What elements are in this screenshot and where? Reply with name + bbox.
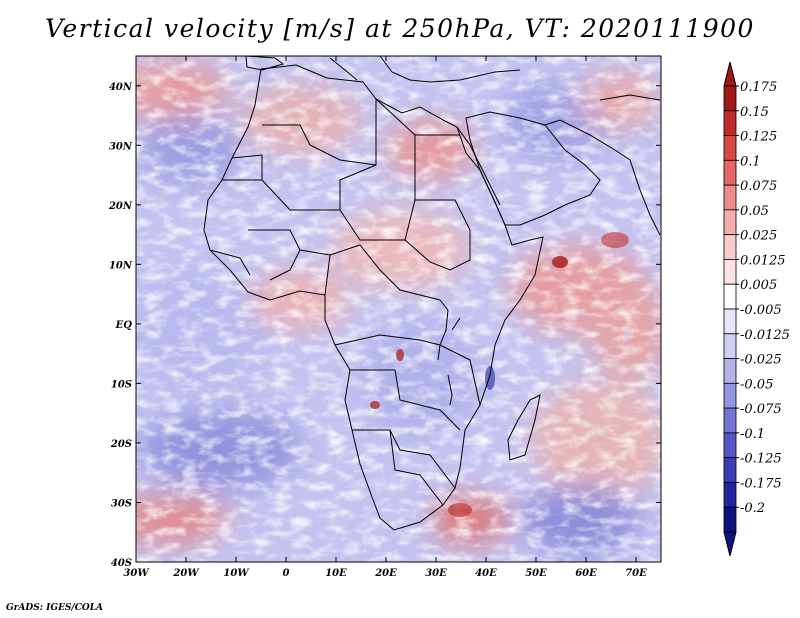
lon-label: 30E [425, 568, 447, 579]
colorbar-label: -0.075 [740, 402, 782, 417]
colorbar-swatch [723, 482, 737, 508]
colorbar-label: 0.075 [740, 179, 777, 194]
coastlines [203, 56, 661, 531]
colorbar: 0.175 0.15 0.125 0.1 0.075 0.05 0.025 0.0125 0.0… [723, 61, 790, 557]
colorbar-label: 0.125 [740, 130, 777, 145]
colorbar-swatch [723, 308, 737, 335]
colorbar-label: -0.175 [740, 476, 782, 491]
colorbar-label: -0.0125 [740, 328, 790, 343]
colorbar-label: 0.05 [740, 204, 769, 219]
lat-label: 20N [108, 201, 133, 212]
colorbar-label: -0.2 [740, 501, 765, 516]
colorbar-swatch [723, 407, 737, 434]
lat-label: 40N [109, 82, 133, 93]
colorbar-label: -0.005 [740, 303, 782, 318]
colorbar-label: 0.175 [740, 80, 777, 95]
colorbar-label: -0.05 [740, 377, 773, 392]
lon-label: 10W [223, 568, 250, 579]
lat-label: 30N [109, 141, 133, 152]
colorbar-label: 0.025 [740, 229, 777, 244]
colorbar-swatch [723, 382, 737, 409]
colorbar-swatch [723, 209, 737, 236]
lon-label: 10E [325, 568, 347, 579]
lat-label: EQ [115, 320, 133, 331]
colorbar-swatch [723, 358, 737, 384]
lat-label: 10N [109, 260, 133, 271]
colorbar-label: -0.025 [740, 353, 782, 368]
colorbar-min-arrow [723, 531, 737, 557]
lon-label: 30W [123, 568, 150, 579]
colorbar-swatch [723, 110, 737, 136]
lon-label: 20W [172, 568, 200, 579]
lon-label: 0 [283, 568, 290, 579]
colorbar-swatch [723, 506, 737, 533]
colorbar-label: 0.1 [740, 154, 761, 169]
colorbar-label: -0.1 [740, 427, 765, 442]
colorbar-swatch [723, 184, 737, 211]
lat-label: 10S [111, 379, 132, 390]
colorbar-label: 0.005 [740, 278, 777, 293]
colorbar-swatch [723, 457, 737, 483]
colorbar-label: -0.125 [740, 452, 782, 467]
lon-label: 20E [374, 568, 397, 579]
velocity-field [136, 56, 661, 562]
lon-label: 40E [475, 568, 497, 579]
colorbar-label: 0.0125 [740, 253, 786, 268]
colorbar-swatch [723, 85, 737, 112]
colorbar-swatch [723, 135, 737, 161]
credit-label: GrADS: IGES/COLA [6, 603, 104, 613]
colorbar-swatch [723, 333, 737, 359]
lat-label: 30S [111, 498, 132, 509]
colorbar-swatch [723, 283, 737, 310]
colorbar-label: 0.15 [740, 105, 769, 120]
colorbar-swatch [723, 259, 737, 285]
colorbar-swatch [723, 432, 737, 459]
colorbar-swatch [723, 234, 737, 260]
lon-label: 70E [625, 568, 647, 579]
lat-label: 20S [110, 439, 132, 450]
lon-label: 50E [525, 568, 547, 579]
chart-title: Vertical velocity [m/s] at 250hPa, VT: 2… [45, 14, 755, 43]
lat-label: 40S [111, 558, 132, 569]
lon-label: 60E [575, 568, 597, 579]
colorbar-max-arrow [723, 61, 737, 87]
plot-frame [135, 55, 662, 563]
colorbar-swatch [723, 159, 737, 186]
